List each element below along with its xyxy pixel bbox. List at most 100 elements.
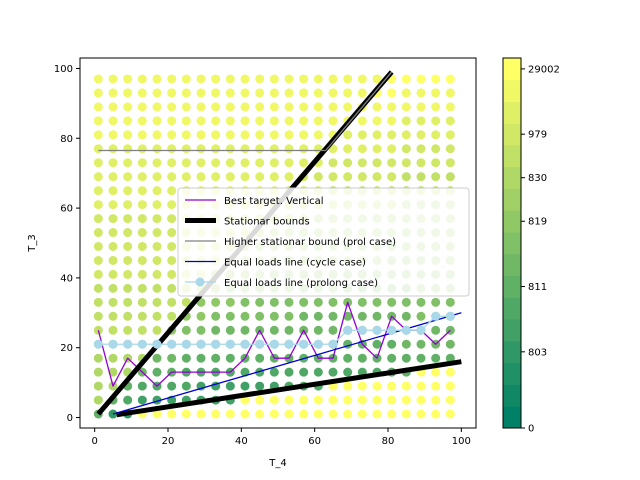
scatter-point: [328, 172, 338, 182]
scatter-point: [372, 102, 382, 112]
scatter-point: [181, 130, 191, 140]
scatter-point: [269, 102, 279, 112]
scatter-point: [108, 200, 118, 210]
scatter-point: [343, 395, 353, 405]
scatter-point: [123, 228, 133, 238]
legend-marker: [195, 277, 205, 287]
x-axis-ticks: 0 20 40 60 80 100: [91, 428, 471, 447]
scatter-point: [401, 130, 411, 140]
scatter-point: [123, 297, 133, 307]
scatter-point: [299, 130, 309, 140]
scatter-point: [372, 74, 382, 84]
scatter-point: [225, 130, 235, 140]
scatter-point: [181, 409, 191, 419]
scatter-point: [211, 325, 221, 335]
y-tick-label: 80: [60, 134, 73, 145]
scatter-point: [167, 102, 177, 112]
scatter-point: [181, 381, 191, 391]
scatter-point: [343, 88, 353, 98]
legend-label: Equal loads line (prolong case): [224, 278, 378, 289]
scatter-point: [93, 88, 103, 98]
scatter-point: [401, 339, 411, 349]
scatter-point: [211, 88, 221, 98]
series-marker: [445, 311, 455, 321]
scatter-point: [137, 283, 147, 293]
scatter-point: [137, 172, 147, 182]
scatter-point: [445, 116, 455, 126]
scatter-point: [299, 311, 309, 321]
scatter-point: [401, 116, 411, 126]
scatter-point: [137, 381, 147, 391]
scatter-point: [137, 214, 147, 224]
scatter-point: [299, 158, 309, 168]
scatter-point: [401, 158, 411, 168]
scatter-point: [108, 102, 118, 112]
scatter-point: [196, 130, 206, 140]
scatter-point: [137, 144, 147, 154]
scatter-point: [416, 409, 426, 419]
scatter-point: [269, 130, 279, 140]
scatter-point: [152, 269, 162, 279]
scatter-point: [137, 241, 147, 251]
scatter-point: [343, 130, 353, 140]
scatter-point: [225, 172, 235, 182]
scatter-point: [137, 200, 147, 210]
scatter-point: [196, 116, 206, 126]
plot-frame: [79, 57, 477, 429]
scatter-point: [181, 116, 191, 126]
series-marker: [343, 325, 353, 335]
scatter-point: [211, 409, 221, 419]
scatter-point: [269, 325, 279, 335]
scatter-point: [93, 283, 103, 293]
scatter-point: [269, 88, 279, 98]
scatter-point: [284, 116, 294, 126]
x-tick-label: 80: [382, 436, 395, 447]
scatter-point: [357, 158, 367, 168]
scatter-point: [108, 214, 118, 224]
colorbar-segment: [503, 319, 521, 342]
scatter-point: [431, 172, 441, 182]
scatter-point: [255, 409, 265, 419]
scatter-point: [269, 158, 279, 168]
scatter-point: [313, 74, 323, 84]
scatter-point: [93, 130, 103, 140]
scatter-point: [108, 172, 118, 182]
scatter-point: [211, 158, 221, 168]
scatter-point: [328, 409, 338, 419]
scatter-point: [93, 172, 103, 182]
scatter-point: [123, 116, 133, 126]
scatter-point: [93, 297, 103, 307]
scatter-point: [401, 353, 411, 363]
scatter-point: [152, 88, 162, 98]
scatter-point: [152, 325, 162, 335]
scatter-point: [152, 228, 162, 238]
scatter-point: [108, 283, 118, 293]
scatter-point: [181, 88, 191, 98]
scatter-point: [93, 395, 103, 405]
colorbar: 0 803 811 819 830 979 29002: [502, 57, 560, 435]
scatter-point: [108, 255, 118, 265]
scatter-point: [328, 297, 338, 307]
scatter-point: [387, 297, 397, 307]
scatter-point: [181, 102, 191, 112]
scatter-point: [167, 409, 177, 419]
scatter-point: [328, 367, 338, 377]
scatter-point: [225, 353, 235, 363]
scatter-point: [343, 367, 353, 377]
scatter-point: [445, 130, 455, 140]
scatter-point: [284, 158, 294, 168]
scatter-point: [255, 88, 265, 98]
scatter-point: [357, 353, 367, 363]
scatter-point: [445, 409, 455, 419]
scatter-point: [372, 172, 382, 182]
scatter-point: [445, 144, 455, 154]
scatter-point: [284, 325, 294, 335]
y-tick-label: 0: [67, 413, 73, 424]
series-marker: [211, 339, 221, 349]
scatter-point: [401, 395, 411, 405]
scatter-point: [167, 172, 177, 182]
scatter-point: [387, 116, 397, 126]
scatter-point: [284, 130, 294, 140]
scatter-point: [313, 367, 323, 377]
scatter-point: [108, 116, 118, 126]
